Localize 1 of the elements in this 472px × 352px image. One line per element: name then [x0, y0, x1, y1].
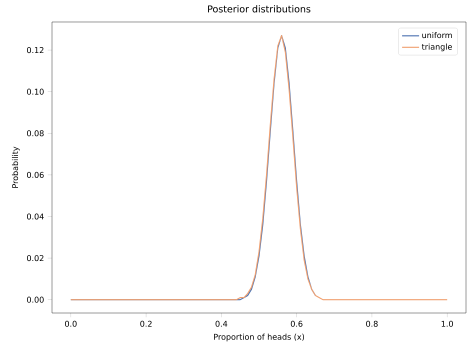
chart-title: Posterior distributions	[208, 5, 310, 13]
